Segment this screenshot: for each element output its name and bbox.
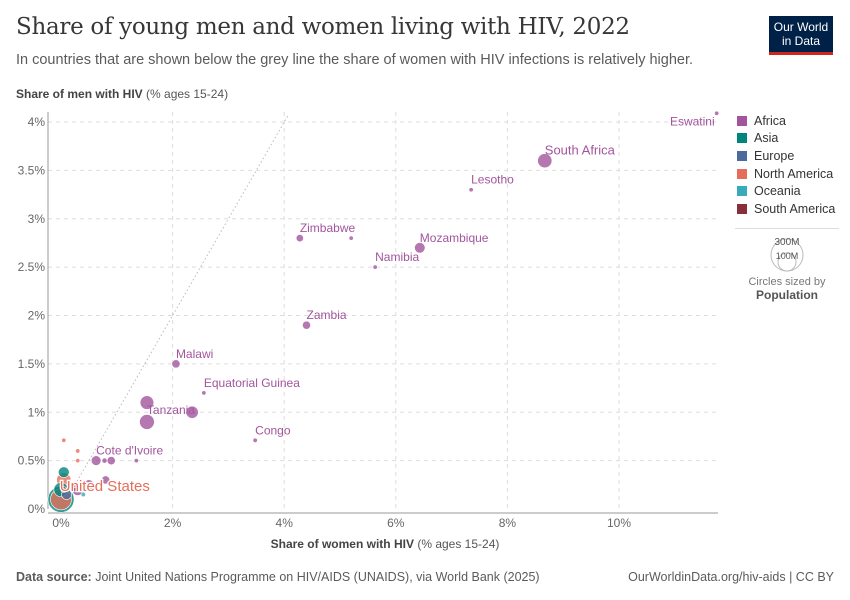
point-label: Mozambique <box>420 231 489 245</box>
data-point[interactable] <box>72 487 78 493</box>
legend-swatch <box>737 186 747 197</box>
data-point[interactable] <box>414 242 426 254</box>
data-point[interactable] <box>252 437 258 443</box>
legend-label: South America <box>754 201 836 216</box>
data-point[interactable] <box>101 475 111 485</box>
data-point[interactable] <box>139 395 155 410</box>
footer-source: Data source: Joint United Nations Progra… <box>16 570 540 584</box>
owid-logo[interactable]: Our World in Data <box>769 16 833 55</box>
x-tick-label: 0% <box>52 516 70 530</box>
legend-item[interactable]: South America <box>737 200 835 218</box>
legend-label: North America <box>754 166 834 181</box>
y-tick-label: 4% <box>28 115 46 129</box>
legend-item[interactable]: Oceania <box>737 182 835 200</box>
point-label: Zambia <box>307 308 347 322</box>
size-legend: 300M 100M Circles sized by Population <box>735 228 839 302</box>
x-tick-label: 2% <box>164 516 182 530</box>
point-label: Equatorial Guinea <box>204 376 300 390</box>
legend-item[interactable]: Europe <box>737 147 835 165</box>
legend-label: Europe <box>754 148 795 163</box>
size-legend-small: 100M <box>776 251 799 261</box>
data-point[interactable] <box>80 491 86 498</box>
point-label: Zimbabwe <box>300 221 356 235</box>
data-point[interactable] <box>372 264 378 270</box>
legend-swatch <box>737 150 747 161</box>
data-point[interactable] <box>80 487 86 493</box>
y-tick-label: 1% <box>28 405 46 419</box>
data-point[interactable] <box>185 405 199 419</box>
data-point[interactable] <box>90 455 102 466</box>
reference-line <box>60 114 289 510</box>
legend-swatch <box>737 115 747 126</box>
footer-url[interactable]: OurWorldinData.org/hiv-aids | CC BY <box>628 570 834 584</box>
legend-label: Africa <box>754 113 786 128</box>
x-axis-label: Share of women with HIV (% ages 15-24) <box>270 537 500 551</box>
point-label: United States <box>60 478 150 495</box>
x-tick-label: 10% <box>607 516 631 530</box>
point-label: Namibia <box>375 250 419 264</box>
point-label: Congo <box>255 423 291 437</box>
y-tick-label: 2% <box>28 309 46 323</box>
legend-label: Asia <box>754 131 779 146</box>
legend-swatch <box>737 133 747 144</box>
data-point[interactable] <box>139 414 155 430</box>
y-tick-label: 3.5% <box>18 163 46 177</box>
data-point[interactable] <box>295 234 304 243</box>
data-point[interactable] <box>60 486 68 493</box>
size-legend-variable: Population <box>756 288 818 302</box>
size-legend-caption: Circles sized by <box>748 276 826 288</box>
data-point[interactable] <box>75 458 81 464</box>
point-label: Malawi <box>176 347 213 361</box>
data-point[interactable] <box>201 390 207 396</box>
data-point[interactable] <box>106 456 116 466</box>
data-point[interactable] <box>302 320 311 330</box>
y-tick-label: 1.5% <box>18 357 46 371</box>
data-point[interactable] <box>101 457 108 464</box>
size-legend-circles: 300M 100M <box>770 237 804 272</box>
data-point[interactable] <box>714 110 720 116</box>
data-point[interactable] <box>468 187 474 193</box>
x-tick-label: 4% <box>276 516 294 530</box>
data-point[interactable] <box>61 437 67 443</box>
y-tick-label: 0.5% <box>18 454 46 468</box>
data-point[interactable] <box>171 359 181 369</box>
chart-subtitle: In countries that are shown below the gr… <box>16 52 694 68</box>
point-label: Cote d'Ivoire <box>96 444 163 458</box>
data-point[interactable] <box>83 479 95 491</box>
y-tick-label: 3% <box>28 212 46 226</box>
data-point[interactable] <box>75 448 81 454</box>
legend-item[interactable]: Asia <box>737 130 835 148</box>
point-label: Eswatini <box>670 114 715 128</box>
legend: Africa Asia Europe North America Oceania Sout… <box>737 112 835 218</box>
data-point[interactable] <box>537 153 553 169</box>
y-tick-label: 2.5% <box>18 260 46 274</box>
y-axis-label: Share of men with HIV (% ages 15-24) <box>16 87 229 101</box>
data-point[interactable] <box>133 458 139 464</box>
x-tick-label: 6% <box>387 516 405 530</box>
point-label: Lesotho <box>471 173 514 187</box>
point-label: Tanzania <box>147 403 195 417</box>
data-point[interactable] <box>348 235 354 241</box>
y-tick-label: 0% <box>28 502 46 516</box>
chart-title: Share of young men and women living with… <box>16 14 630 40</box>
legend-swatch <box>737 168 747 179</box>
legend-label: Oceania <box>754 184 801 199</box>
legend-swatch <box>737 203 747 214</box>
data-point[interactable] <box>58 466 70 479</box>
point-label: South Africa <box>545 143 616 158</box>
legend-item[interactable]: North America <box>737 165 835 183</box>
x-tick-label: 8% <box>499 516 517 530</box>
legend-item[interactable]: Africa <box>737 112 835 130</box>
size-legend-big: 300M <box>774 237 799 248</box>
